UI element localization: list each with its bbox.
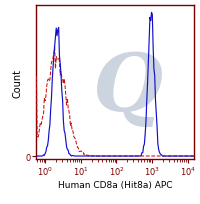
- Y-axis label: Count: Count: [12, 68, 22, 97]
- X-axis label: Human CD8a (Hit8a) APC: Human CD8a (Hit8a) APC: [58, 180, 172, 189]
- Text: Q: Q: [93, 50, 163, 127]
